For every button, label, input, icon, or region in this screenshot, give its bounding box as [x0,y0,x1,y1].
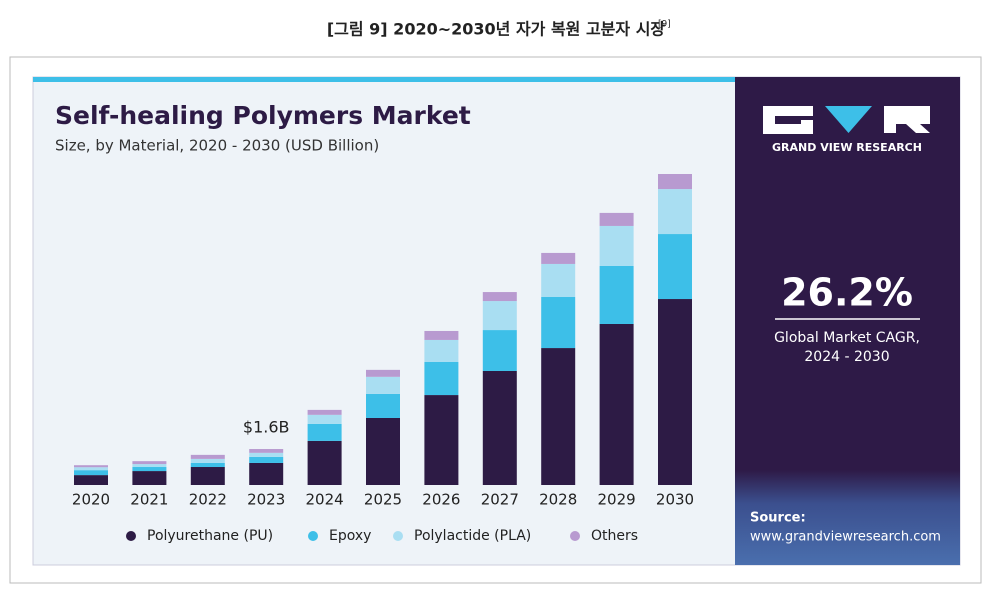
x-tick-label: 2020 [72,491,110,509]
bar-segment [190,467,225,485]
cagr-value: 26.2% [781,271,913,315]
bar-segment [599,323,634,485]
bar-segment [307,440,342,485]
chart-subtitle: Size, by Material, 2020 - 2030 (USD Bill… [55,137,379,155]
bar-segment [74,470,108,476]
bar-segment [599,225,634,266]
bar-segment [424,361,459,396]
bar-segment [132,471,167,485]
bar-segment [424,330,459,340]
bar-segment [366,376,400,394]
bar-segment [74,467,108,471]
bar-segment [366,417,400,485]
bar-segment [132,464,167,468]
top-accent [33,77,735,82]
bar-segment [74,475,108,485]
bar-segment [599,265,634,324]
x-tick-label: 2024 [306,491,344,509]
bar-segment [541,263,576,298]
caption-ref: [9] [658,20,671,30]
x-tick-label: 2027 [481,491,519,509]
bar-segment [74,465,108,468]
bar-segment [599,212,634,226]
legend-label: Polylactide (PLA) [414,528,531,544]
bar-segment [658,299,692,485]
sidebar-texture [735,470,960,565]
x-tick-label: 2025 [364,491,402,509]
legend-label: Epoxy [329,528,371,544]
x-tick-label: 2029 [598,491,636,509]
bar-segment [541,252,576,264]
bar-segment [190,462,225,468]
chart-title: Self-healing Polymers Market [55,101,471,130]
bar-segment [482,370,517,485]
bar-segment [658,174,692,190]
bar-segment [366,369,400,377]
bar-segment [190,458,225,463]
logo-v [825,106,872,133]
logo-r [884,106,930,133]
logo-g [763,106,813,134]
x-tick-label: 2023 [247,491,285,509]
figure-caption: [그림 9] 2020~2030년 자가 복원 고분자 시장 [327,20,666,39]
bar-segment [249,456,284,463]
bar-segment [307,409,342,415]
bar-segment [307,414,342,424]
brand: GRAND VIEW RESEARCH [772,141,922,154]
x-tick-label: 2030 [656,491,694,509]
bar-segment [249,452,284,457]
x-tick-label: 2021 [130,491,168,509]
x-tick-label: 2022 [189,491,227,509]
bar-segment [541,297,576,349]
bar-segment [132,467,167,472]
legend-swatch [126,531,136,541]
bar-segment [249,449,284,453]
bar-segment [424,395,459,485]
legend-swatch [308,531,318,541]
bar-segment [190,454,225,459]
cagr-caption: 2024 - 2030 [804,349,889,365]
bar-segment [307,423,342,441]
bar-segment [366,393,400,418]
annotation: $1.6B [243,418,290,437]
logo [763,106,930,134]
bar-segment [658,189,692,235]
source-label: Source: [750,511,806,526]
legend-label: Others [591,528,638,544]
bar-segment [482,301,517,331]
cagr-caption: Global Market CAGR, [774,330,920,346]
source-url: www.grandviewresearch.com [750,530,941,545]
bar-segment [424,339,459,362]
legend-swatch [570,531,580,541]
bar-segment [541,348,576,485]
x-tick-label: 2028 [539,491,577,509]
bar-segment [132,461,167,465]
bar-segment [658,234,692,300]
bar-segment [482,330,517,371]
legend-label: Polyurethane (PU) [147,528,273,544]
bar-segment [249,462,284,485]
legend-swatch [393,531,403,541]
x-tick-label: 2026 [422,491,460,509]
bar-segment [482,292,517,302]
